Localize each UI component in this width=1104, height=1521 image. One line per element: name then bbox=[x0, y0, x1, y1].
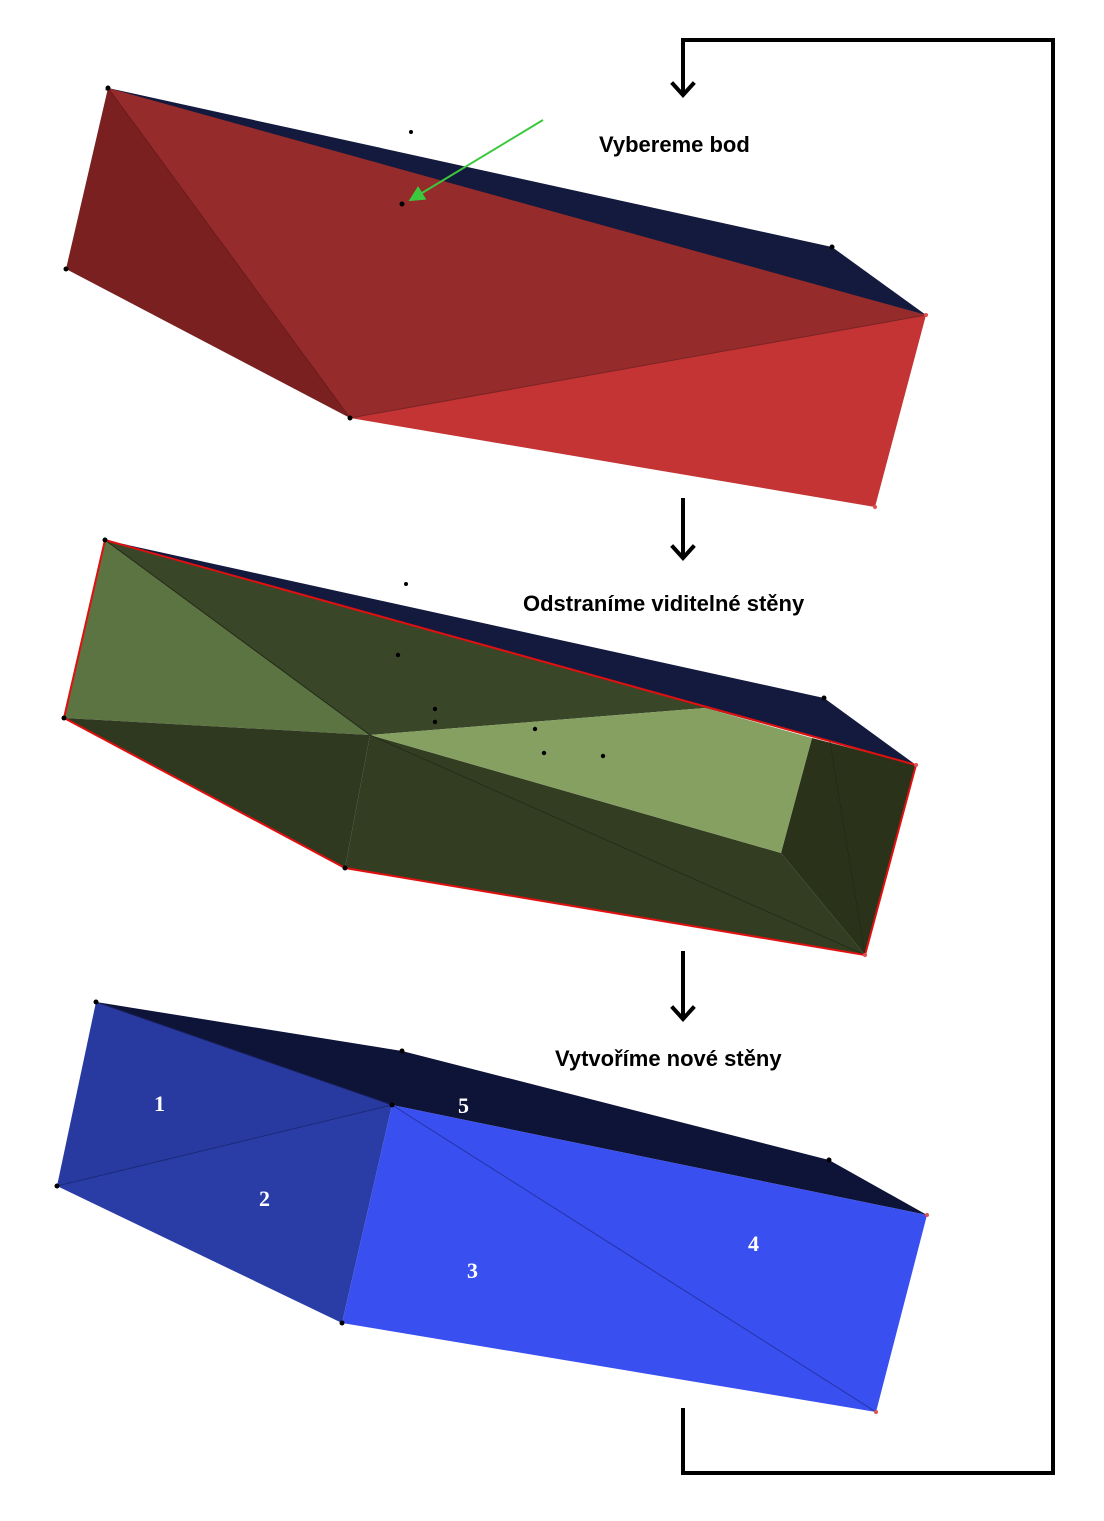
loop-line bbox=[681, 38, 1055, 1475]
arrow-head bbox=[670, 544, 696, 561]
step2-light-face bbox=[370, 708, 812, 853]
step2-polyhedron bbox=[61, 537, 918, 957]
free-point bbox=[532, 726, 538, 732]
step1-polyhedron bbox=[63, 85, 928, 509]
pointer-arrow bbox=[408, 119, 544, 202]
vertex-point bbox=[914, 763, 918, 767]
step-label-remove-faces: Odstraníme viditelné stěny bbox=[523, 591, 805, 616]
step-label-select-point: Vybereme bod bbox=[599, 132, 750, 157]
step2-bottom-face bbox=[345, 735, 865, 955]
face-number-1: 1 bbox=[154, 1091, 165, 1116]
vertex-point bbox=[342, 865, 348, 871]
step1-lower-face bbox=[350, 315, 926, 507]
face-number-3: 3 bbox=[467, 1258, 478, 1283]
vertex-point bbox=[829, 244, 835, 250]
vertex-point bbox=[339, 1320, 345, 1326]
step3-edge bbox=[391, 1104, 877, 1413]
vertex-point bbox=[925, 1213, 929, 1217]
step1-edge bbox=[349, 314, 927, 419]
vertex-point bbox=[347, 415, 353, 421]
horizon-edge bbox=[62, 539, 918, 957]
step3-top-face bbox=[96, 1002, 927, 1215]
free-point bbox=[432, 706, 438, 712]
free-point bbox=[432, 719, 438, 725]
vertex-point bbox=[61, 715, 67, 721]
step2-edge bbox=[829, 741, 866, 956]
selected-point bbox=[399, 201, 405, 207]
flow-arrows bbox=[670, 38, 1055, 1475]
step2-right-inner-face bbox=[781, 738, 916, 955]
step3-left-face bbox=[57, 1002, 392, 1186]
free-point bbox=[541, 750, 547, 756]
step3-polyhedron: 1 2 3 4 5 bbox=[54, 999, 929, 1414]
vertex-point bbox=[821, 695, 827, 701]
vertex-point bbox=[863, 953, 867, 957]
free-point bbox=[404, 582, 408, 586]
vertex-point bbox=[63, 266, 69, 272]
face-number-5: 5 bbox=[458, 1093, 469, 1118]
vertex-point bbox=[102, 537, 108, 543]
vertex-point bbox=[399, 1048, 405, 1054]
free-point bbox=[409, 130, 413, 134]
step1-edge bbox=[107, 87, 351, 419]
arrow-head-top bbox=[670, 81, 696, 98]
step1-main-face bbox=[108, 88, 926, 418]
vertex-point bbox=[873, 505, 877, 509]
vertex-point bbox=[826, 1157, 832, 1163]
vertex-point bbox=[105, 85, 111, 91]
free-point bbox=[395, 652, 401, 658]
vertex-point bbox=[54, 1183, 60, 1189]
step1-left-face bbox=[66, 88, 350, 418]
face-number-4: 4 bbox=[748, 1231, 759, 1256]
vertex-point bbox=[874, 1410, 878, 1414]
step2-left-face bbox=[64, 540, 370, 735]
vertex-point bbox=[924, 313, 928, 317]
step2-edge bbox=[104, 539, 371, 736]
step3-edge bbox=[56, 1104, 393, 1187]
vertex-point bbox=[93, 999, 99, 1005]
step2-edge bbox=[369, 734, 866, 956]
step3-lower-left-face bbox=[57, 1105, 392, 1323]
arrow-head bbox=[670, 1005, 696, 1022]
step3-edge bbox=[95, 1001, 393, 1106]
vertex-point bbox=[389, 1102, 395, 1108]
face-number-2: 2 bbox=[259, 1186, 270, 1211]
step2-lower-left-face bbox=[64, 718, 370, 868]
free-point bbox=[600, 753, 606, 759]
step-label-create-faces: Vytvoříme nové stěny bbox=[555, 1046, 782, 1071]
